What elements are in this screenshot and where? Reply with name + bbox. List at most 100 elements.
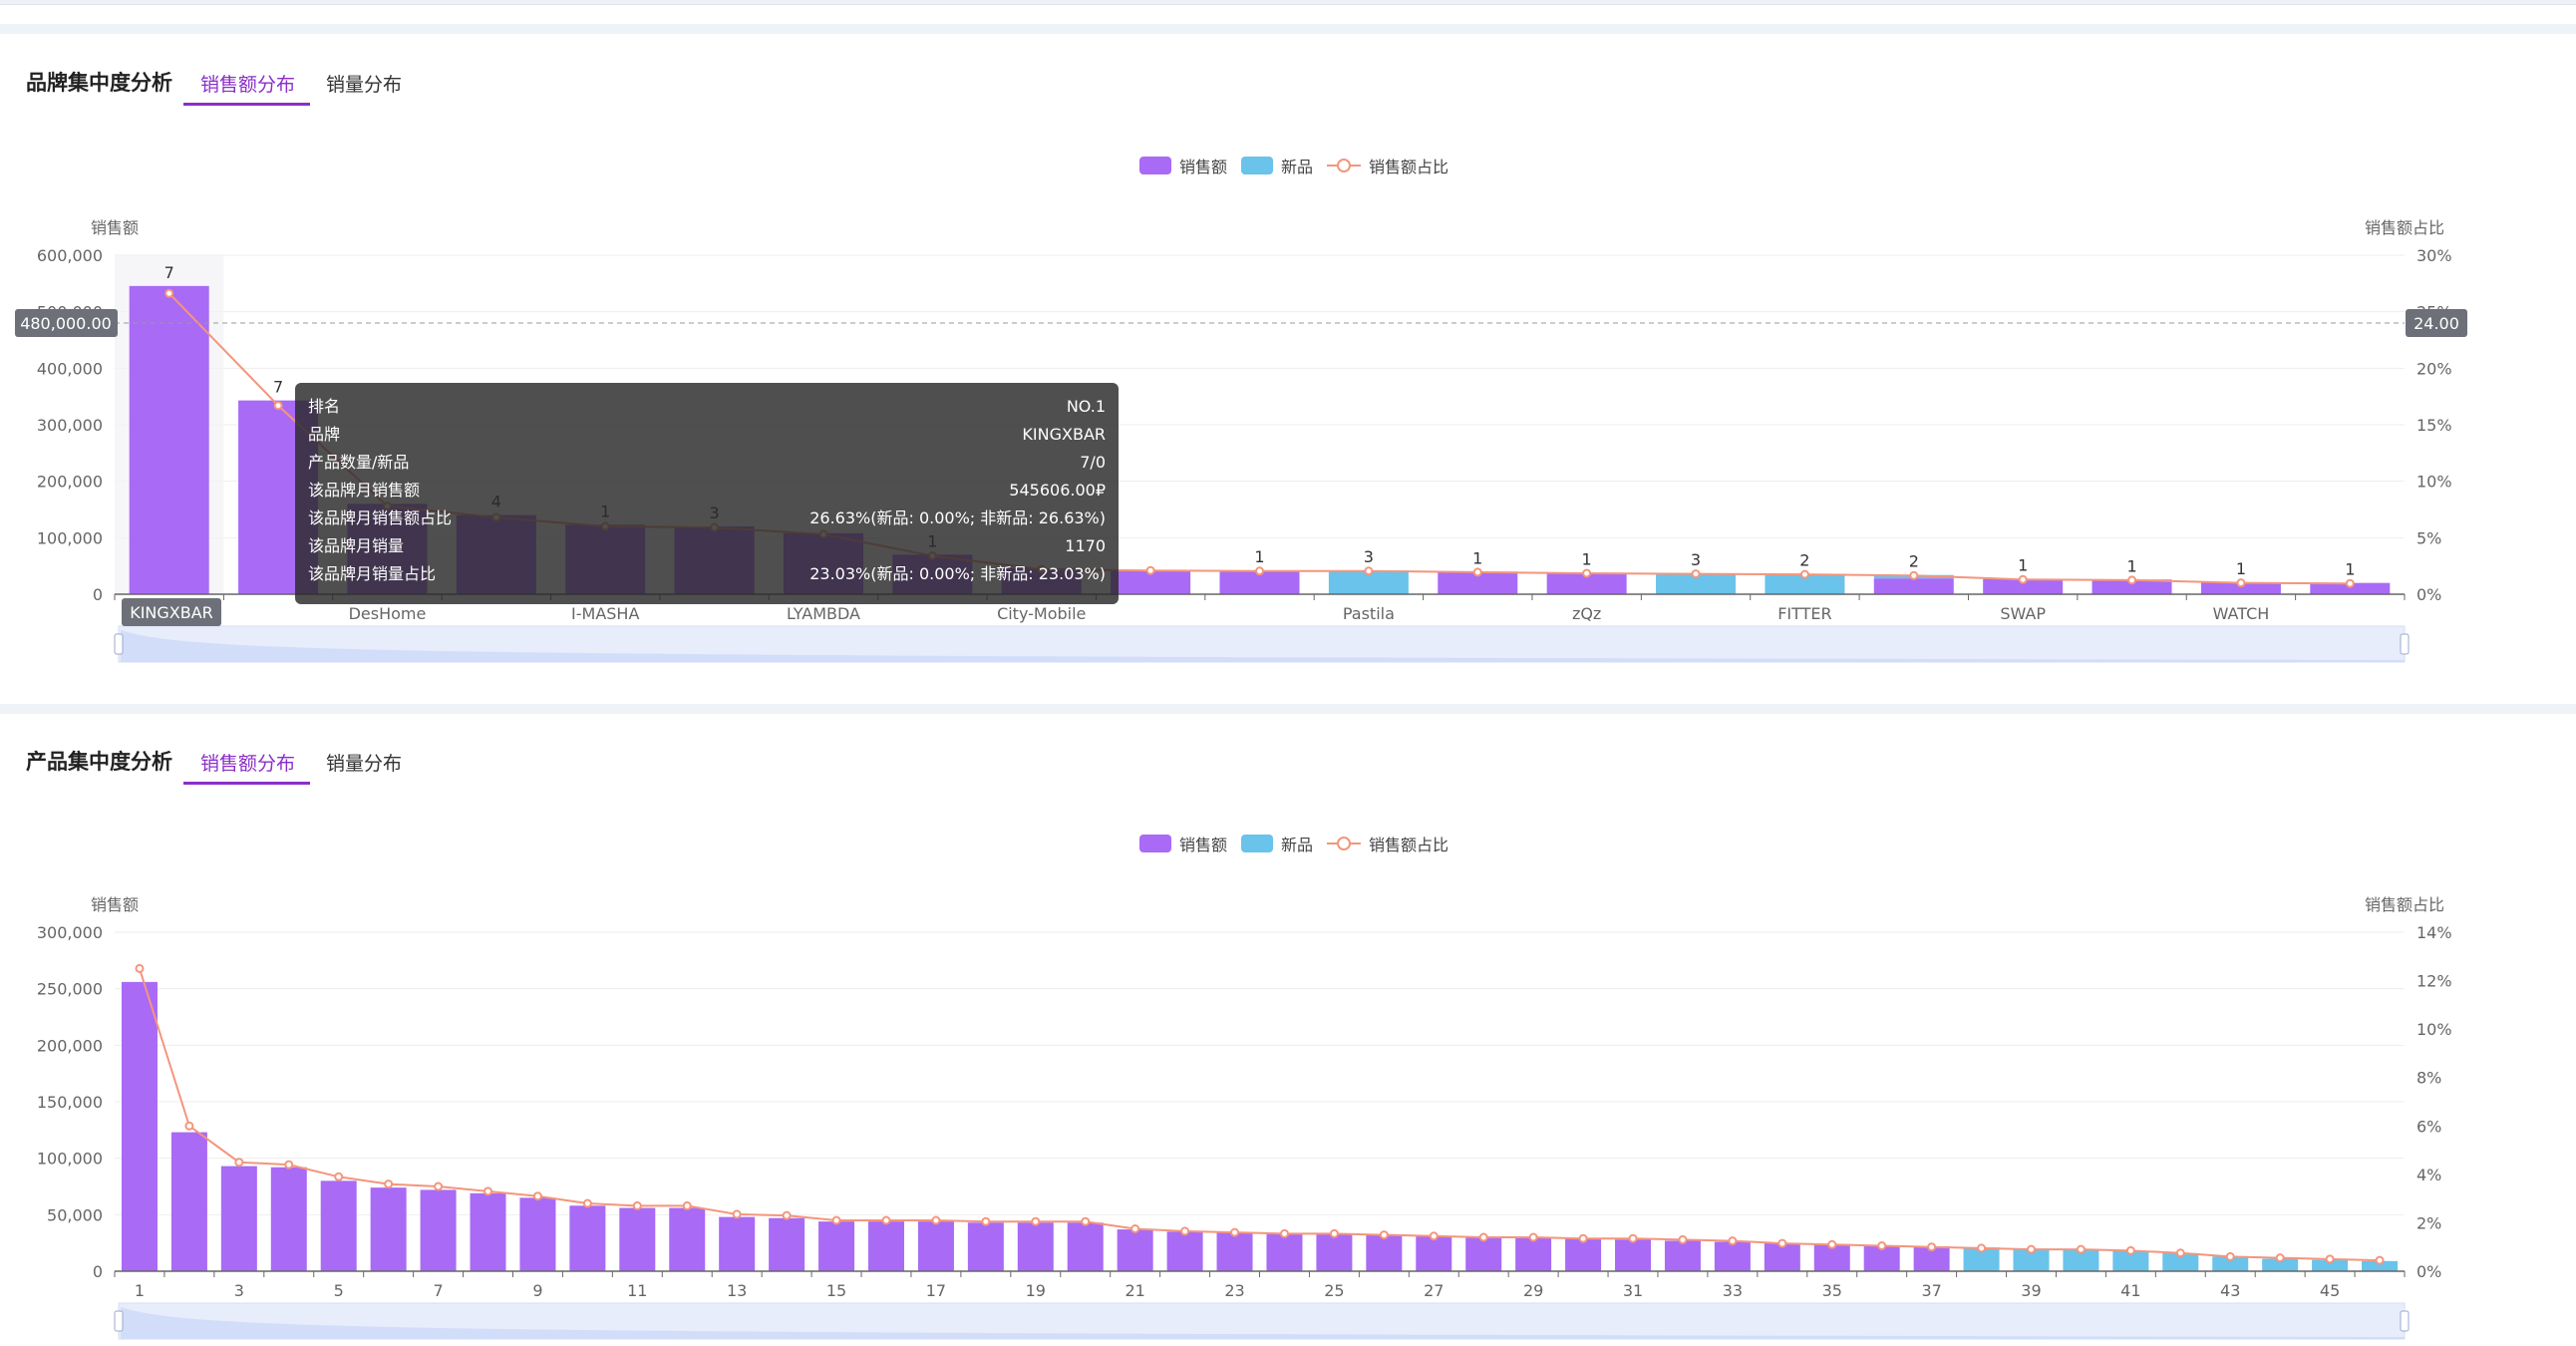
share-point: [1977, 1243, 1987, 1253]
section-divider: [0, 704, 2576, 714]
bar-label: 1: [2236, 559, 2246, 578]
legend-item-new[interactable]: 新品: [1241, 832, 1313, 855]
bar-sales: [1117, 1229, 1153, 1271]
y-tick-label: 100,000: [37, 1150, 103, 1169]
y-tick-label: 0: [93, 585, 103, 604]
panel-title: 产品集中度分析: [26, 750, 172, 774]
tooltip-row: 排名 NO.1: [308, 393, 1106, 421]
product-concentration-panel: 产品集中度分析 销售额分布 销量分布 销售额 新品 销售额占比: [0, 714, 2576, 1346]
bar-new: [1656, 573, 1737, 594]
active-tab-indicator: [183, 782, 310, 785]
bar-sales: [129, 285, 209, 594]
share-point: [1528, 1232, 1538, 1242]
x-tick-label: 43: [2220, 1281, 2240, 1300]
chart-legend: 销售额 新品 销售额占比: [1139, 154, 1449, 177]
bar-sales: [370, 1187, 407, 1271]
share-point: [732, 1209, 742, 1219]
tooltip-value: 1170: [1065, 536, 1106, 555]
y2-tick-label: 14%: [2416, 923, 2452, 942]
y-tick-label: 250,000: [37, 980, 103, 999]
legend-line-marker: [1327, 159, 1362, 172]
active-tab-indicator: [183, 103, 310, 106]
legend-item-new[interactable]: 新品: [1241, 154, 1313, 177]
bar-label: 7: [164, 263, 174, 282]
bar-sales: [1546, 572, 1627, 594]
bar-sales: [1438, 571, 1518, 594]
section-divider: [0, 24, 2576, 34]
top-bar: [0, 0, 2576, 5]
tab-sales-distribution[interactable]: 销售额分布: [200, 753, 296, 775]
bar-new: [2312, 1259, 2349, 1271]
tooltip-value: 26.63%(新品: 0.00%; 非新品: 26.63%): [809, 508, 1106, 527]
bar-label: 3: [1364, 547, 1374, 566]
legend-item-share[interactable]: 销售额占比: [1327, 832, 1449, 855]
share-point: [1728, 1236, 1738, 1246]
share-point: [1145, 565, 1155, 575]
share-point: [1578, 1233, 1588, 1243]
tab-volume-distribution[interactable]: 销量分布: [326, 753, 403, 775]
zoom-slider-area: [121, 630, 2405, 662]
bar-label: 1: [1582, 549, 1592, 568]
y-tick-label: 200,000: [37, 473, 103, 492]
bar-sales: [967, 1222, 1004, 1271]
product-sales-chart[interactable]: 销售额 销售额占比050,000100,000150,000200,000250,…: [0, 698, 2576, 1346]
share-point: [284, 1160, 294, 1170]
bar-sales: [519, 1197, 556, 1271]
legend-item-sales[interactable]: 销售额: [1139, 832, 1227, 855]
bar-sales: [170, 1132, 207, 1271]
share-point: [981, 1216, 991, 1226]
x-tick-label: 17: [926, 1281, 946, 1300]
tooltip-row: 品牌 KINGXBAR: [308, 421, 1106, 449]
tooltip-rows: 排名 NO.1 品牌 KINGXBAR 产品数量/新品 7/0 该品牌月销售额 545606.…: [308, 393, 1106, 588]
tooltip-row: 该品牌月销售额 545606.00₽: [308, 477, 1106, 505]
x-tick-label: 9: [532, 1281, 542, 1300]
tab-volume-distribution[interactable]: 销量分布: [326, 74, 403, 96]
bar-sales: [1873, 578, 1954, 594]
x-tick-label: WATCH: [2213, 604, 2270, 623]
x-tick-label: 27: [1424, 1281, 1444, 1300]
x-tick-label: DesHome: [349, 604, 427, 623]
bar-label: 1: [2345, 560, 2355, 579]
share-point: [1678, 1234, 1688, 1244]
bar-new: [2162, 1252, 2199, 1271]
x-tick-label: 1: [135, 1281, 145, 1300]
y2-tick-label: 5%: [2416, 528, 2441, 547]
share-point: [1927, 1242, 1937, 1252]
y-tick-label: 50,000: [47, 1205, 103, 1224]
tab-sales-distribution[interactable]: 销售额分布: [200, 74, 296, 96]
y2-tick-label: 15%: [2416, 416, 2452, 435]
share-point: [2026, 1244, 2036, 1254]
share-point: [1877, 1241, 1887, 1250]
bar-new: [2262, 1258, 2299, 1271]
legend-item-sales[interactable]: 销售额: [1139, 154, 1227, 177]
y-tick-label: 300,000: [37, 416, 103, 435]
tooltip-value: 23.03%(新品: 0.00%; 非新品: 23.03%): [809, 564, 1106, 583]
y2-tick-label: 30%: [2416, 246, 2452, 265]
share-point: [1130, 1224, 1140, 1233]
bar-sales: [818, 1221, 855, 1271]
y2-tick-label: 10%: [2416, 1020, 2452, 1039]
brand-concentration-panel: 品牌集中度分析 销售额分布 销量分布 销售额 新品 销售额占比: [0, 34, 2576, 704]
legend-item-share[interactable]: 销售额占比: [1327, 154, 1449, 177]
y-tick-label: 200,000: [37, 1036, 103, 1055]
legend-swatch: [1139, 835, 1171, 852]
zoom-slider-area: [121, 1307, 2405, 1339]
zoom-slider-window: [119, 1303, 2405, 1339]
share-point: [334, 1172, 344, 1181]
y2-tick-label: 8%: [2416, 1069, 2441, 1088]
bar-sales: [769, 1217, 805, 1271]
bar-label: 7: [273, 378, 283, 397]
x-tick-label: 37: [1921, 1281, 1941, 1300]
legend-swatch: [1241, 835, 1274, 852]
y2-tick-label: 0%: [2416, 585, 2441, 604]
zoom-handle-right: [2400, 1310, 2410, 1332]
bar-new: [1963, 1247, 2000, 1271]
x-tick-label: 21: [1125, 1281, 1144, 1300]
tooltip-value: 545606.00₽: [1009, 481, 1106, 500]
bar-new: [1328, 570, 1409, 594]
x-tick-label: 23: [1224, 1281, 1244, 1300]
share-point: [2345, 578, 2355, 588]
y2-tick-label: 12%: [2416, 972, 2452, 991]
tooltip-label: 品牌: [308, 425, 341, 444]
share-point: [164, 288, 174, 298]
